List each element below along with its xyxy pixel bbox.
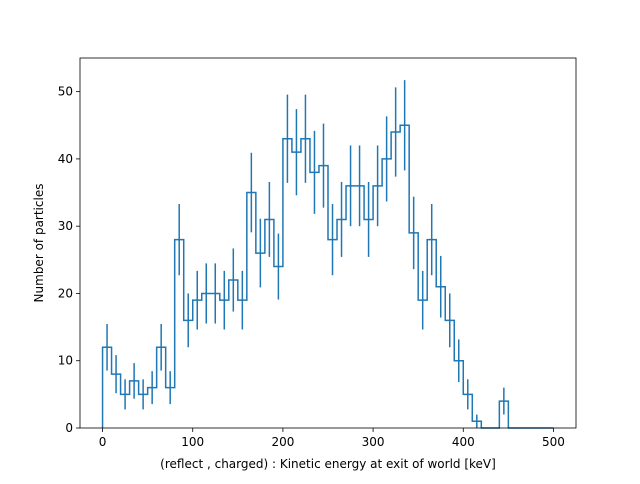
y-tick-label: 10	[58, 354, 73, 368]
y-tick-label: 40	[58, 152, 73, 166]
x-axis-label: (reflect , charged) : Kinetic energy at …	[160, 457, 496, 471]
x-axis-ticks: 0 100 200 300 400 500	[99, 428, 565, 449]
plot-frame	[79, 57, 577, 429]
y-tick-label: 30	[58, 219, 73, 233]
x-tick-label: 100	[181, 435, 204, 449]
y-axis-ticks: 0 10 20 30 40 50	[58, 85, 80, 435]
x-tick-label: 200	[271, 435, 294, 449]
x-tick-label: 400	[452, 435, 475, 449]
x-tick-label: 300	[362, 435, 385, 449]
y-tick-label: 50	[58, 85, 73, 99]
y-tick-label: 20	[58, 286, 73, 300]
error-bars	[106, 80, 505, 428]
y-tick-label: 0	[65, 421, 73, 435]
x-tick-label: 500	[542, 435, 565, 449]
y-axis-label: Number of particles	[32, 184, 46, 303]
x-tick-label: 0	[99, 435, 107, 449]
